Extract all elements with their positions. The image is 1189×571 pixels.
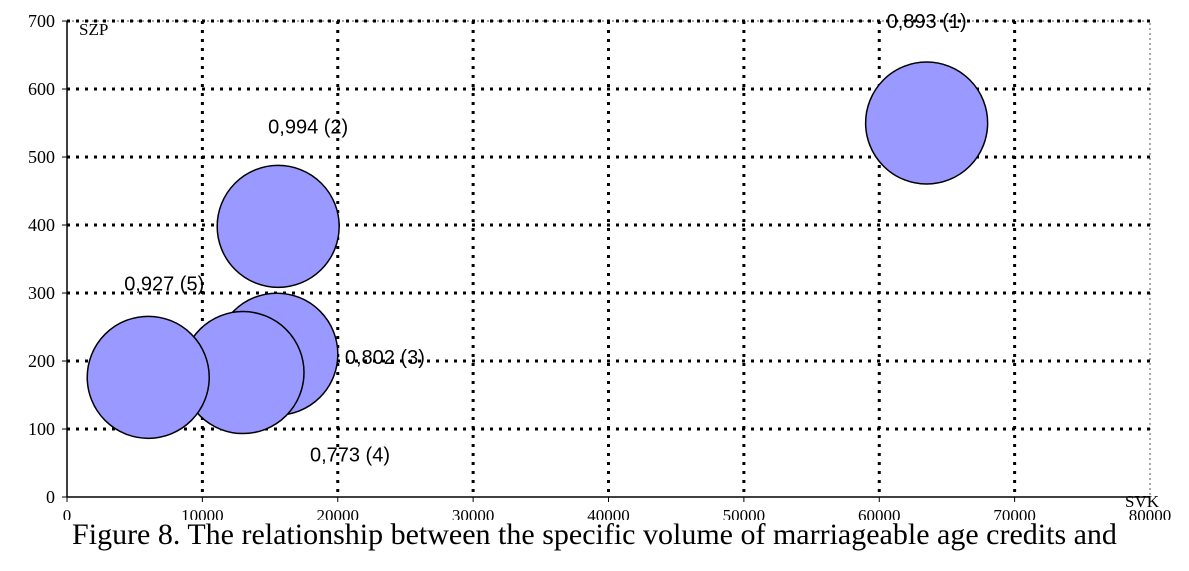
bubble [216,164,340,289]
x-axis-label: SVK [1125,492,1160,511]
x-tick-label: 80000 [1129,506,1172,520]
bubble-label: 0,893 (1) [887,11,967,33]
y-tick-label: 700 [28,11,55,31]
axes [62,20,1151,502]
bubbles [86,61,989,440]
y-tick-label: 600 [28,79,55,99]
figure-caption: Figure 8. The relationship between the s… [72,518,1117,551]
bubble [864,61,989,185]
x-tick-label: 30000 [452,506,495,520]
y-tick-label: 300 [28,283,55,303]
bubble-labels: 0,893 (1) 0,994 (2) 0,802 (3) 0,773 (4) 0,92… [124,11,966,467]
x-tick-labels: 0 10000 20000 30000 40000 50000 60000 70000 8000… [63,506,1172,520]
y-tick-label: 0 [46,487,55,507]
bubble-chart: 0 100 200 300 400 500 600 700 0 10000 20000 30000 4… [28,11,1172,520]
y-tick-label: 200 [28,351,55,371]
x-tick-label: 0 [63,506,72,520]
bubble-label: 0,773 (4) [310,445,390,467]
y-tick-label: 500 [28,147,55,167]
bubble [86,315,210,440]
x-tick-label: 40000 [587,506,630,520]
y-tick-labels: 0 100 200 300 400 500 600 700 [28,11,55,507]
x-tick-label: 10000 [181,506,224,520]
bubble-label: 0,927 (5) [124,273,204,295]
x-tick-label: 20000 [317,506,360,520]
y-tick-label: 100 [28,419,55,439]
x-tick-label: 60000 [858,506,901,520]
bubble-label: 0,802 (3) [345,347,425,369]
bubble-label: 0,994 (2) [268,116,348,138]
y-axis-label: SZP [79,20,108,39]
y-tick-label: 400 [28,215,55,235]
x-tick-label: 70000 [993,506,1036,520]
x-tick-label: 50000 [723,506,766,520]
